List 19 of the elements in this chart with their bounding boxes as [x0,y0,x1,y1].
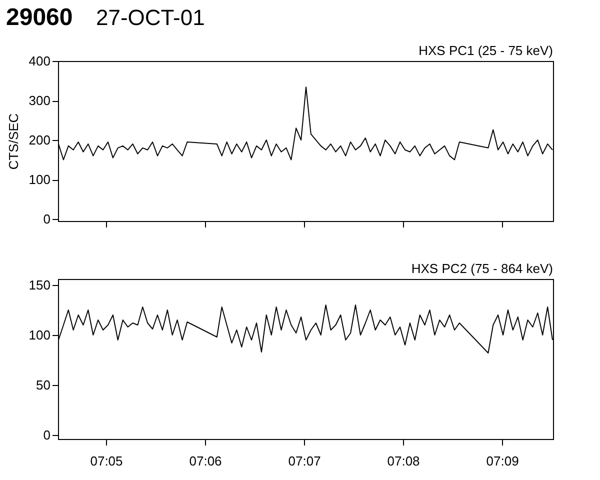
y-axis-title: CTS/SEC [6,113,21,170]
x-tick-label: 07:08 [387,454,420,468]
text: HXS PC1 (25 - 75 keV) [418,43,553,58]
y-tick-label: 0 [43,212,50,227]
text: HXS PC2 (75 - 864 keV) [411,261,553,276]
y-tick-label: 100 [28,328,50,342]
y-tick-label: 150 [28,278,50,292]
y-tick-label: 50 [36,378,50,392]
y-tick-label: 300 [28,93,50,108]
y-tick-label: 0 [43,428,50,442]
y-tick-label: 100 [28,172,50,188]
x-tick-label: 07:09 [486,454,519,468]
y-tick-label: 200 [28,132,50,148]
x-tick-label: 07:07 [288,454,321,468]
x-tick-label: 07:06 [189,454,222,468]
y-tick-label: 400 [28,54,50,68]
chart-title: 29060 [6,4,73,31]
chart-subtitle: 27-OCT-01 [96,5,205,30]
x-tick-label: 07:05 [90,454,123,468]
